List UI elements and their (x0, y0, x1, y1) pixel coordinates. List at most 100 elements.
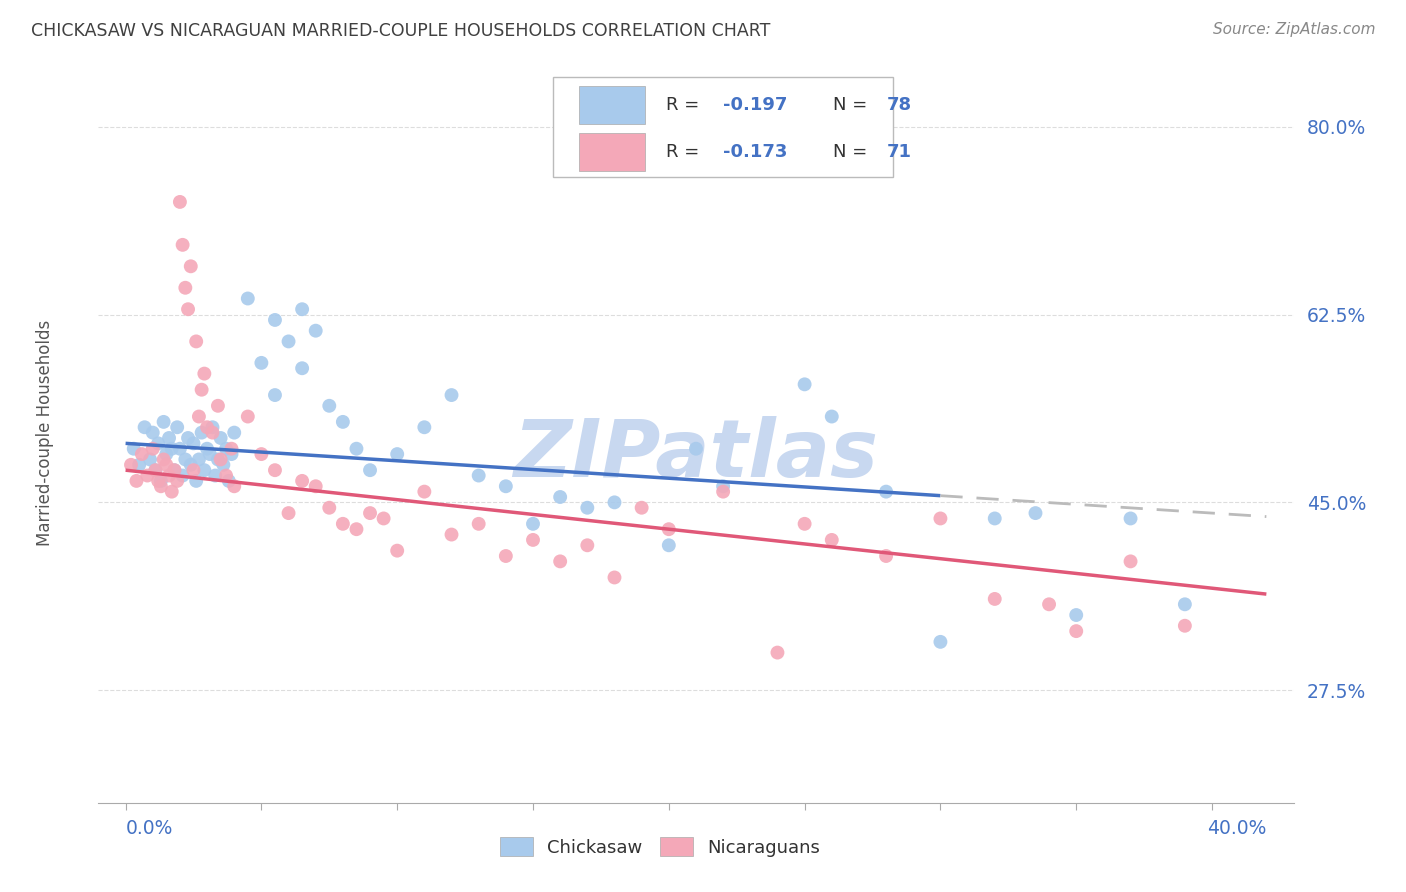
Point (169, 194, 191, 209)
Point (139, 452, 162, 467)
Point (224, 425, 246, 440)
Point (440, 388, 463, 402)
Point (264, 463, 287, 477)
Point (929, 635, 952, 649)
Point (172, 237, 194, 252)
Point (658, 522, 681, 536)
Point (204, 468, 226, 483)
Bar (579, 133, 644, 171)
Point (212, 458, 235, 472)
Point (495, 549, 517, 563)
Point (467, 516, 489, 531)
Text: N =: N = (834, 96, 873, 114)
Point (120, 458, 142, 472)
Point (201, 425, 224, 440)
Point (201, 420, 224, 434)
Point (224, 479, 246, 493)
Point (148, 474, 170, 488)
Point (1174, 597, 1197, 611)
Point (190, 383, 212, 397)
Point (187, 409, 209, 424)
Point (145, 463, 167, 477)
Text: N =: N = (834, 144, 873, 161)
Point (603, 570, 626, 584)
Text: 0.0%: 0.0% (125, 819, 173, 838)
Point (984, 591, 1007, 606)
Text: Married-couple Households: Married-couple Households (35, 319, 53, 546)
Point (149, 474, 172, 488)
Point (157, 468, 180, 483)
Point (142, 442, 165, 456)
Point (1064, 607, 1087, 622)
Point (209, 452, 232, 467)
Point (548, 490, 571, 504)
Point (576, 538, 599, 552)
Point (522, 516, 544, 531)
Text: R =: R = (666, 144, 704, 161)
Point (155, 447, 177, 461)
Point (984, 511, 1007, 525)
Point (166, 474, 188, 488)
Point (180, 458, 202, 472)
Point (318, 399, 340, 413)
Point (157, 431, 180, 445)
Point (125, 474, 148, 488)
Point (413, 420, 436, 434)
Point (1119, 554, 1142, 568)
Point (346, 522, 368, 536)
Point (172, 468, 194, 483)
Point (630, 500, 652, 515)
Point (134, 420, 156, 434)
Point (193, 463, 215, 477)
Point (576, 500, 599, 515)
Legend: Chickasaw, Nicaraguans: Chickasaw, Nicaraguans (501, 838, 820, 856)
Point (1038, 597, 1060, 611)
Point (793, 377, 815, 392)
Point (186, 474, 208, 488)
Text: -0.173: -0.173 (724, 144, 787, 161)
Point (264, 388, 287, 402)
Text: CHICKASAW VS NICARAGUAN MARRIED-COUPLE HOUSEHOLDS CORRELATION CHART: CHICKASAW VS NICARAGUAN MARRIED-COUPLE H… (31, 22, 770, 40)
Point (1064, 624, 1087, 639)
Point (548, 554, 571, 568)
Point (190, 425, 212, 440)
Point (467, 468, 489, 483)
Point (305, 479, 328, 493)
Point (166, 420, 188, 434)
Point (183, 463, 205, 477)
Point (131, 447, 153, 461)
Point (250, 356, 273, 370)
Text: R =: R = (666, 96, 704, 114)
Point (207, 452, 229, 467)
Point (821, 533, 844, 547)
Text: 40.0%: 40.0% (1206, 819, 1267, 838)
Point (875, 484, 897, 499)
Point (136, 468, 159, 483)
Point (163, 463, 186, 477)
Point (155, 458, 177, 472)
Point (929, 511, 952, 525)
Point (1119, 511, 1142, 525)
Point (145, 463, 167, 477)
Point (440, 527, 463, 541)
Point (385, 447, 409, 461)
Point (198, 447, 221, 461)
Text: 71: 71 (887, 144, 912, 161)
Point (332, 415, 354, 429)
FancyBboxPatch shape (553, 78, 893, 178)
Point (359, 506, 381, 520)
Point (122, 442, 145, 456)
Point (373, 511, 395, 525)
Point (160, 442, 183, 456)
Point (236, 409, 259, 424)
Point (221, 447, 243, 461)
Point (291, 474, 314, 488)
Point (221, 442, 243, 456)
Point (160, 484, 183, 499)
Point (1024, 506, 1046, 520)
Point (218, 474, 240, 488)
Text: Source: ZipAtlas.com: Source: ZipAtlas.com (1212, 22, 1375, 37)
Point (250, 447, 273, 461)
Point (177, 431, 200, 445)
Point (209, 431, 232, 445)
